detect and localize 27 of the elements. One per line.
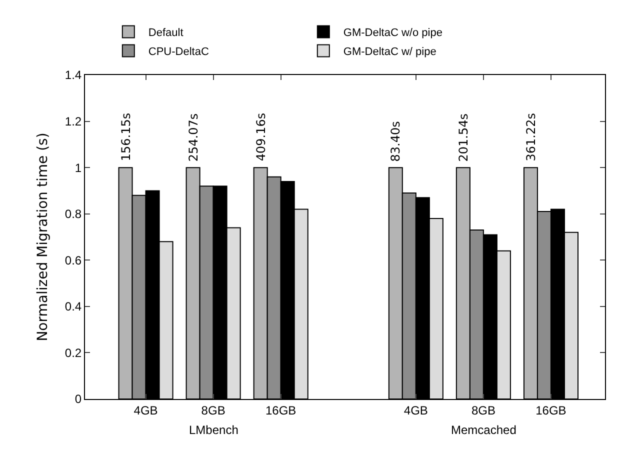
legend-label: GM-DeltaC w/o pipe [343,27,442,40]
legend-label: CPU-DeltaC [148,46,209,58]
x-tick-label: 4GB [404,403,428,418]
annotation: 361.22s [524,113,538,162]
legend-label: Default [148,27,184,40]
y-tick-label: 0.4 [64,300,82,314]
y-tick-label: 1.2 [64,114,82,128]
legend-label: GM-DeltaC w/ pipe [343,46,436,58]
annotation: 409.16s [254,112,268,162]
text: LMbench [189,423,238,437]
y-tick-label: 0 [74,392,82,406]
y-tick-label: 1 [74,160,82,175]
y-tick-label: 0.6 [64,253,82,268]
y-tick-label: 1.4 [64,68,82,82]
y-tick-label: 0.2 [64,346,82,360]
annotation: 254.07s [186,113,200,162]
x-tick-label: 16GB [536,403,566,418]
annotation: 156.15s [118,112,133,162]
text: Memcached [451,423,516,437]
x-tick-label: 8GB [201,403,226,418]
annotation: 201.54s [456,114,471,162]
x-tick-label: 8GB [471,403,496,418]
annotation: 83.40s [388,121,403,162]
y-tick-label: 0.8 [64,207,82,222]
y-axis-title: Normalized Migration time (s) [35,132,51,342]
x-tick-label: 16GB [265,403,296,418]
x-tick-label: 4GB [134,403,158,418]
